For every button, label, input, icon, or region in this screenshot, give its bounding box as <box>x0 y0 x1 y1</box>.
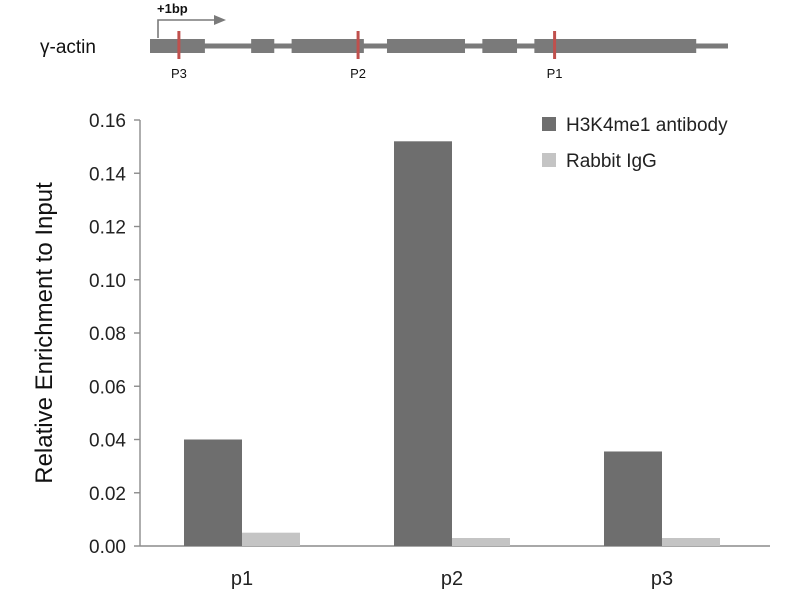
bar-p1-series-2 <box>242 532 300 546</box>
gene-label: γ-actin <box>40 37 96 58</box>
legend-label-1: H3K4me1 antibody <box>566 115 728 136</box>
gene-map: γ-actin +1bp P3 P2 P1 <box>40 1 728 81</box>
bars <box>184 141 720 547</box>
exon-6 <box>534 39 697 53</box>
primer-site-label: P3 <box>171 66 187 81</box>
exon-3 <box>291 39 364 53</box>
y-axis-title: Relative Enrichment to Input <box>31 182 58 484</box>
x-tick-label: p3 <box>651 568 673 590</box>
primer-site-label: P2 <box>350 66 366 81</box>
y-tick-label: 0.16 <box>89 111 126 132</box>
tss-label: +1bp <box>157 1 188 16</box>
x-tick-label: p1 <box>231 568 253 590</box>
legend: H3K4me1 antibody Rabbit IgG <box>542 115 728 172</box>
y-tick-label: 0.04 <box>89 431 126 452</box>
bar-p2-series-2 <box>452 538 510 546</box>
x-tick-label: p2 <box>441 568 463 590</box>
bar-p2-series-1 <box>394 141 452 547</box>
y-tick-label: 0.12 <box>89 218 126 239</box>
y-tick-label: 0.00 <box>89 537 126 558</box>
gene-track: P3 P2 P1 <box>150 15 728 81</box>
bar-p3-series-1 <box>604 451 662 546</box>
exon-4 <box>386 39 466 53</box>
exon-2 <box>251 39 275 53</box>
bar-p1-series-1 <box>184 439 242 546</box>
y-tick-label: 0.14 <box>89 164 126 185</box>
tss-arrow <box>157 19 218 38</box>
primer-site-label: P1 <box>547 66 563 81</box>
exon-5 <box>482 39 518 53</box>
legend-label-2: Rabbit IgG <box>566 151 657 172</box>
y-tick-label: 0.06 <box>89 377 126 398</box>
legend-swatch-2 <box>542 153 556 167</box>
tss-arrowhead <box>214 15 226 25</box>
y-tick-label: 0.08 <box>89 324 126 345</box>
y-tick-label: 0.02 <box>89 484 126 505</box>
legend-swatch-1 <box>542 117 556 131</box>
y-axis: 0.00 0.02 0.04 0.06 0.08 0.10 0.12 0.14 0.16 <box>89 111 141 558</box>
x-axis: p1 p2 p3 <box>140 545 770 590</box>
bar-p3-series-2 <box>662 538 720 546</box>
chart: Relative Enrichment to Input 0.000.020.0… <box>31 111 770 590</box>
y-tick-label: 0.10 <box>89 271 126 292</box>
